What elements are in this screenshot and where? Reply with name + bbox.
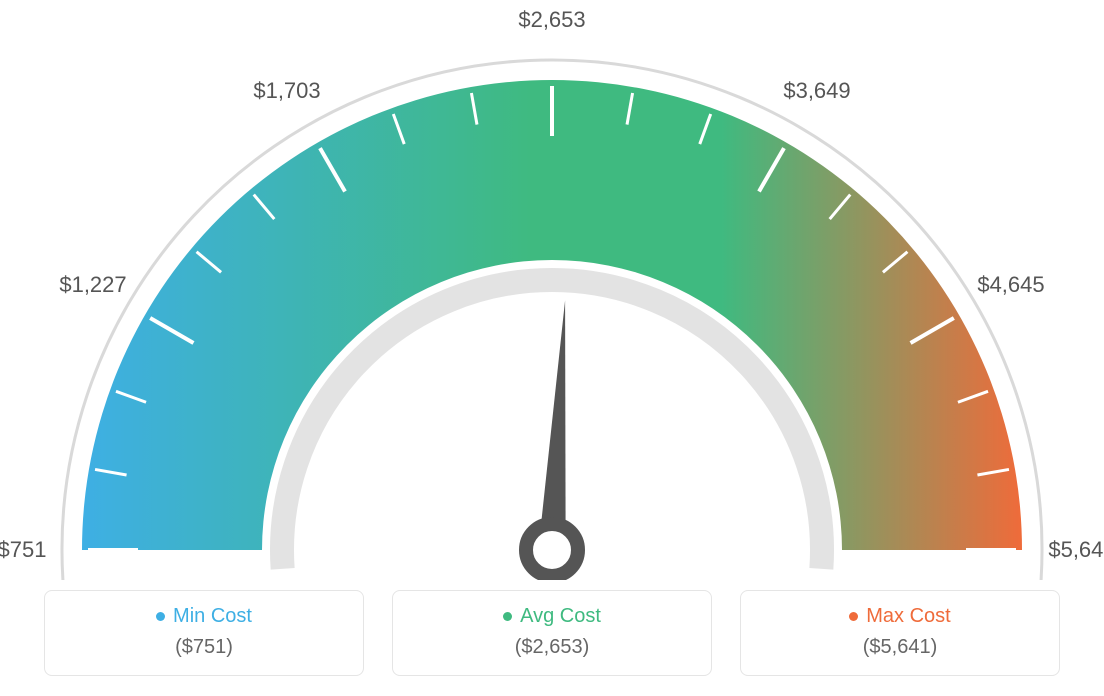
legend-title-max: Max Cost bbox=[849, 605, 950, 628]
dot-icon bbox=[849, 612, 858, 621]
legend-avg-value: ($2,653) bbox=[393, 636, 711, 659]
legend-min-value: ($751) bbox=[45, 636, 363, 659]
legend-avg-label: Avg Cost bbox=[520, 605, 601, 628]
gauge-tick-label: $1,703 bbox=[253, 78, 320, 104]
cost-gauge-chart: $751$1,227$1,703$2,653$3,649$4,645$5,641 bbox=[22, 20, 1082, 580]
legend-title-min: Min Cost bbox=[156, 605, 252, 628]
legend-max-value: ($5,641) bbox=[741, 636, 1059, 659]
gauge-tick-label: $751 bbox=[0, 537, 46, 563]
legend-card-max: Max Cost ($5,641) bbox=[740, 590, 1060, 676]
gauge-tick-label: $4,645 bbox=[977, 272, 1044, 298]
gauge-tick-label: $5,641 bbox=[1048, 537, 1104, 563]
legend-min-label: Min Cost bbox=[173, 605, 252, 628]
legend-title-avg: Avg Cost bbox=[503, 605, 601, 628]
gauge-tick-label: $2,653 bbox=[518, 7, 585, 33]
gauge-tick-label: $1,227 bbox=[59, 272, 126, 298]
dot-icon bbox=[503, 612, 512, 621]
gauge-svg bbox=[22, 20, 1082, 580]
legend-card-avg: Avg Cost ($2,653) bbox=[392, 590, 712, 676]
dot-icon bbox=[156, 612, 165, 621]
legend-row: Min Cost ($751) Avg Cost ($2,653) Max Co… bbox=[20, 590, 1084, 676]
gauge-tick-label: $3,649 bbox=[783, 78, 850, 104]
legend-max-label: Max Cost bbox=[866, 605, 950, 628]
legend-card-min: Min Cost ($751) bbox=[44, 590, 364, 676]
